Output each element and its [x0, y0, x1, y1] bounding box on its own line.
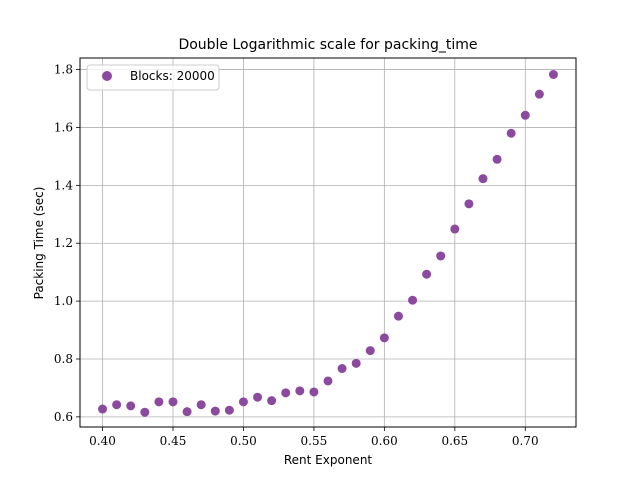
x-axis-label: Rent Exponent: [284, 453, 373, 467]
chart-title: Double Logarithmic scale for packing_tim…: [178, 37, 477, 53]
data-point: [534, 89, 544, 99]
y-tick-label: 0.6: [54, 410, 73, 424]
y-tick-label: 1.8: [54, 63, 73, 77]
data-point: [408, 295, 418, 305]
data-point: [351, 358, 361, 368]
legend-box: [86, 64, 220, 91]
legend: Blocks: 20000: [86, 64, 220, 91]
data-point: [267, 396, 277, 406]
data-points: [98, 69, 558, 417]
data-point: [98, 404, 108, 414]
data-point: [253, 392, 263, 402]
y-tick-label: 1.0: [54, 294, 73, 308]
data-point: [309, 387, 319, 397]
x-tick-label: 0.45: [160, 434, 187, 448]
y-tick-label: 0.8: [54, 352, 73, 366]
grid-lines: [80, 58, 576, 427]
data-point: [337, 364, 347, 374]
data-point: [323, 376, 333, 386]
x-tick-label: 0.40: [89, 434, 116, 448]
x-tick-label: 0.65: [441, 434, 468, 448]
y-tick-label: 1.2: [54, 236, 73, 250]
data-point: [478, 174, 488, 184]
x-tick-label: 0.70: [512, 434, 539, 448]
data-point: [168, 397, 178, 407]
x-axis-ticks: 0.40 0.45 0.50 0.55 0.60 0.65 0.70: [89, 427, 539, 448]
y-tick-label: 1.6: [54, 120, 73, 134]
data-point: [548, 69, 558, 79]
data-point: [520, 110, 530, 120]
x-tick-label: 0.50: [230, 434, 257, 448]
y-axis-label: Packing Time (sec): [32, 187, 46, 300]
y-tick-label: 1.4: [54, 178, 73, 192]
data-point: [140, 407, 150, 417]
x-tick-label: 0.60: [371, 434, 398, 448]
data-point: [379, 333, 389, 343]
data-point: [112, 400, 122, 410]
x-tick-label: 0.55: [301, 434, 328, 448]
data-point: [154, 397, 164, 407]
data-point: [238, 397, 248, 407]
data-point: [492, 154, 502, 164]
data-point: [126, 401, 136, 411]
data-point: [210, 406, 220, 416]
data-point: [464, 199, 474, 209]
data-point: [196, 400, 206, 410]
data-point: [295, 386, 305, 396]
data-point: [224, 405, 234, 415]
legend-label: Blocks: 20000: [130, 69, 215, 83]
data-point: [182, 407, 192, 417]
data-point: [450, 224, 460, 234]
plot-area-frame: [79, 57, 577, 428]
y-axis-ticks: 0.6 0.8 1.0 1.2 1.4 1.6 1.8: [54, 63, 80, 424]
legend-marker: [102, 71, 112, 81]
data-point: [365, 346, 375, 356]
data-point: [422, 269, 432, 279]
data-point: [506, 128, 516, 138]
data-point: [393, 311, 403, 321]
data-point: [436, 251, 446, 261]
data-point: [281, 388, 291, 398]
